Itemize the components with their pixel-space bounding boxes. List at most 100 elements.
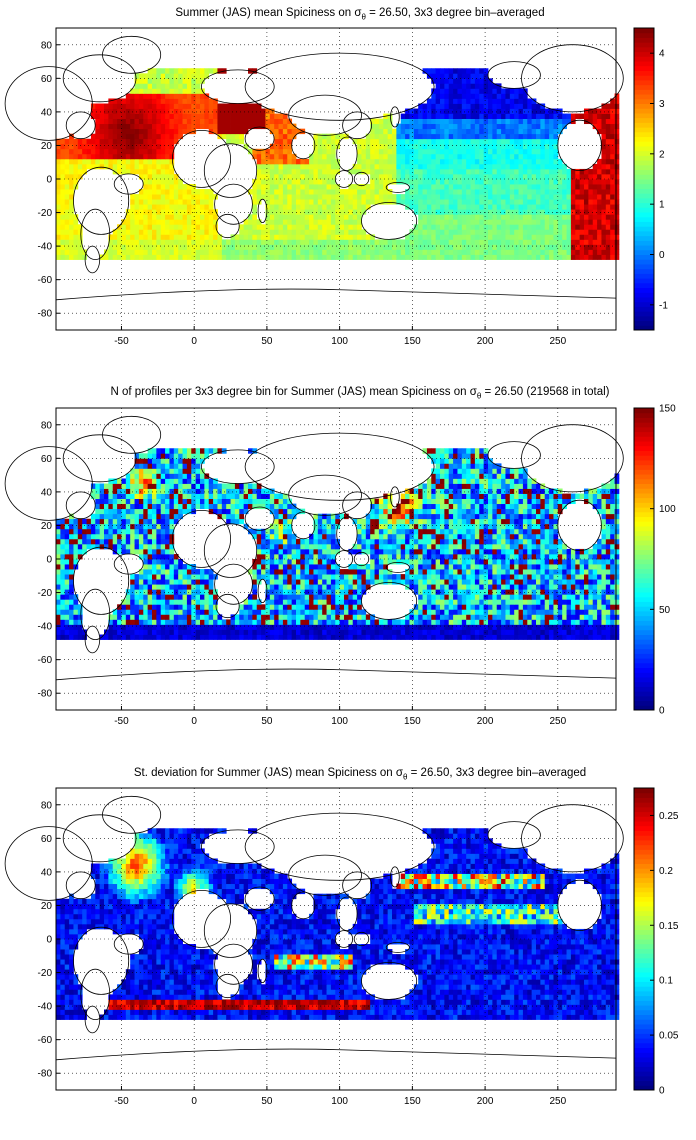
heatmap-cell <box>453 199 458 205</box>
heatmap-cell <box>453 234 458 240</box>
heatmap-cell <box>614 589 620 595</box>
heatmap-cell <box>610 254 615 260</box>
heatmap-cell <box>134 214 140 220</box>
heatmap-cell <box>160 123 166 130</box>
heatmap-cell <box>90 148 96 155</box>
heatmap-cell <box>291 158 297 165</box>
colorbar-segment <box>634 221 654 227</box>
heatmap-cell <box>610 138 615 145</box>
heatmap-cell <box>448 589 454 595</box>
heatmap-cell <box>204 194 210 200</box>
heatmap-cell <box>252 123 258 130</box>
heatmap-cell <box>160 73 166 79</box>
heatmap-cell <box>479 629 485 635</box>
heatmap-cell <box>479 173 485 180</box>
heatmap-cell <box>64 604 70 610</box>
heatmap-cell <box>383 148 389 155</box>
heatmap-cell <box>317 569 323 575</box>
heatmap-cell <box>291 179 297 185</box>
heatmap-cell <box>378 143 384 150</box>
heatmap-cell <box>562 194 567 200</box>
heatmap-cell <box>60 624 66 630</box>
heatmap-cell <box>173 589 179 595</box>
heatmap-cell <box>138 133 144 140</box>
heatmap-cell <box>474 168 480 175</box>
heatmap-cell <box>440 88 445 94</box>
heatmap-cell <box>313 629 319 635</box>
heatmap-cell <box>457 68 463 74</box>
heatmap-cell <box>69 234 74 240</box>
heatmap-cell <box>566 594 572 600</box>
heatmap-cell <box>378 118 384 125</box>
heatmap-cell <box>544 219 550 225</box>
heatmap-cell <box>466 128 471 135</box>
heatmap-cell <box>278 184 284 190</box>
heatmap-cell <box>426 629 432 635</box>
heatmap-cell <box>265 108 271 114</box>
heatmap-cell <box>138 569 144 575</box>
heatmap-cell <box>396 133 402 140</box>
heatmap-cell <box>597 239 602 245</box>
heatmap-cell <box>287 189 293 195</box>
heatmap-cell <box>221 118 227 125</box>
heatmap-cell <box>492 214 498 220</box>
heatmap-cell <box>152 214 157 220</box>
heatmap-cell <box>557 629 563 635</box>
heatmap-cell <box>562 624 567 630</box>
heatmap-cell <box>601 614 607 620</box>
heatmap-cell <box>531 108 537 114</box>
heatmap-cell <box>435 204 441 210</box>
heatmap-cell <box>592 108 598 114</box>
heatmap-cell <box>121 234 127 240</box>
heatmap-cell <box>195 579 201 585</box>
heatmap-cell <box>505 184 511 190</box>
heatmap-cell <box>317 589 323 595</box>
heatmap-cell <box>614 249 620 255</box>
heatmap-cell <box>130 98 135 104</box>
heatmap-cell <box>588 584 594 590</box>
heatmap-cell <box>178 609 183 615</box>
heatmap-cell <box>549 219 554 225</box>
heatmap-cell <box>422 68 428 74</box>
heatmap-cell <box>191 569 197 575</box>
heatmap-cell <box>422 614 428 620</box>
heatmap-cell <box>514 133 519 140</box>
heatmap-cell <box>378 199 384 205</box>
heatmap-cell <box>479 584 485 590</box>
heatmap-cell <box>453 194 458 200</box>
heatmap-cell <box>82 153 87 160</box>
heatmap-cell <box>557 123 563 130</box>
colorbar-segment <box>634 254 654 260</box>
heatmap-cell <box>90 108 96 114</box>
heatmap-cell <box>431 93 437 99</box>
heatmap-cell <box>448 244 454 250</box>
heatmap-cell <box>165 173 170 180</box>
heatmap-cell <box>278 194 284 200</box>
heatmap-cell <box>509 184 515 190</box>
heatmap-cell <box>501 224 506 230</box>
heatmap-cell <box>169 93 175 99</box>
heatmap-cell <box>614 128 620 135</box>
heatmap-cell <box>479 209 485 215</box>
heatmap-cell <box>522 599 528 605</box>
heatmap-cell <box>457 103 463 109</box>
heatmap-cell <box>614 239 620 245</box>
heatmap-cell <box>435 93 441 99</box>
heatmap-cell <box>335 209 341 215</box>
heatmap-cell <box>496 224 502 230</box>
heatmap-cell <box>405 629 410 635</box>
heatmap-cell <box>584 599 589 605</box>
heatmap-cell <box>269 143 275 150</box>
heatmap-cell <box>605 629 611 635</box>
heatmap-cell <box>182 254 188 260</box>
heatmap-cell <box>461 133 467 140</box>
heatmap-cell <box>527 98 533 104</box>
heatmap-cell <box>195 604 201 610</box>
heatmap-cell <box>143 219 149 225</box>
heatmap-cell <box>156 634 162 640</box>
heatmap-cell <box>108 629 114 635</box>
heatmap-cell <box>531 239 537 245</box>
heatmap-cell <box>597 118 602 125</box>
heatmap-cell <box>466 584 471 590</box>
heatmap-cell <box>474 78 480 84</box>
